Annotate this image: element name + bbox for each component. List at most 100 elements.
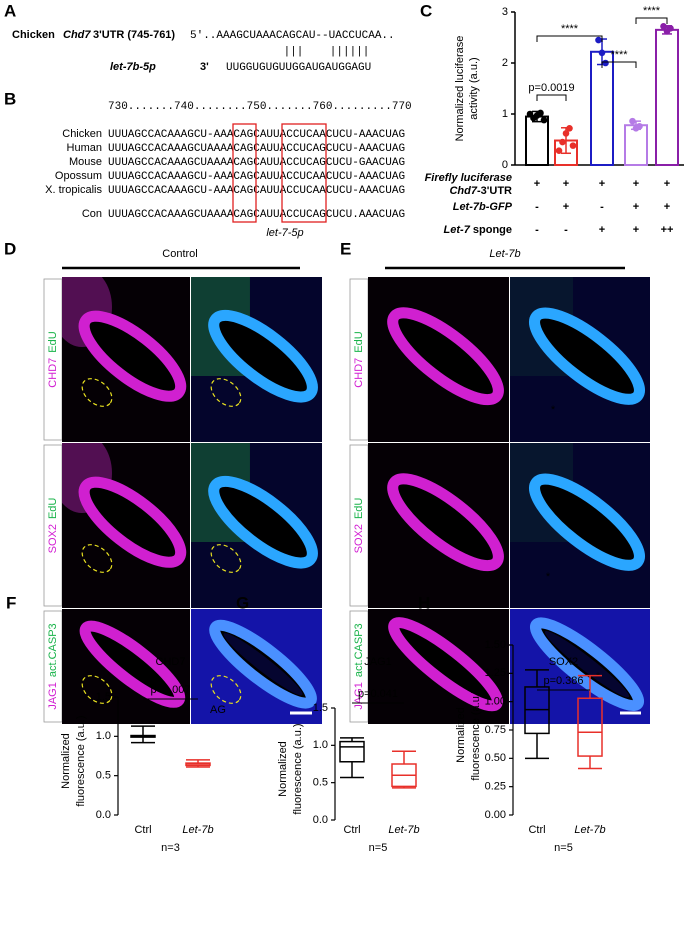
lumen — [544, 488, 630, 556]
p-value: p=0.041 — [358, 688, 398, 700]
marker-label: SOX2 — [47, 524, 59, 553]
data-point — [569, 142, 577, 149]
box — [577, 697, 603, 757]
condition-mark: - — [564, 224, 568, 236]
micrograph — [368, 277, 509, 442]
micrograph — [191, 609, 322, 724]
significance-label: **** — [561, 23, 579, 35]
lumen — [402, 488, 489, 557]
stain-label: EdU — [47, 498, 59, 519]
y-tick-label: 1.0 — [96, 730, 111, 742]
x-tick-label: Ctrl — [343, 824, 360, 836]
utr-sequence: 5'..AAAGCUAAACAGCAU--UACCUCAA.. — [190, 30, 395, 42]
y-axis-label: Normalized — [277, 741, 289, 797]
bar — [525, 115, 549, 167]
condition-label-part: -3'UTR — [477, 185, 512, 197]
mirna-end: 3' — [200, 61, 209, 73]
stain-label: EdU — [353, 331, 365, 352]
ag-outline — [81, 675, 113, 704]
condition-mark: + — [664, 178, 670, 190]
data-point — [629, 117, 636, 125]
stain-label: EdU — [47, 331, 59, 352]
panel-letter: C — [420, 1, 432, 20]
data-point — [562, 130, 570, 137]
row-label: CHD7 EdU — [47, 331, 59, 387]
condition-mark: + — [563, 201, 569, 213]
micrograph — [510, 443, 650, 608]
site-box — [232, 123, 257, 223]
condition-label: Firefly luciferase — [425, 172, 512, 184]
bar — [590, 50, 614, 166]
condition-mark: ++ — [661, 224, 674, 236]
x-tick-label: Let-7b — [574, 824, 605, 836]
chart-title: CHD7 — [156, 656, 186, 668]
condition-label-part: Chd7 — [449, 185, 477, 197]
condition-mark: + — [599, 224, 605, 236]
micrograph — [62, 443, 190, 608]
stain-label: act.CASP3 — [47, 623, 59, 677]
significance-bracket — [601, 61, 637, 68]
significance-bracket — [536, 35, 603, 42]
condition-label: Let-7 sponge — [444, 224, 512, 236]
pairing: ||| |||||| — [284, 46, 370, 58]
condition-label: Chd7-3'UTR — [449, 185, 512, 197]
significance-label: **** — [643, 5, 661, 17]
y-tick-label: 1.5 — [313, 702, 328, 714]
sample-size: n=5 — [554, 842, 573, 854]
gene: Chd7 — [63, 29, 91, 41]
condition-mark: - — [535, 224, 539, 236]
ag-outline — [81, 378, 113, 407]
lumen — [223, 324, 303, 388]
condition-label: Let-7b-GFP — [453, 201, 513, 213]
marker-label: CHD7 — [353, 358, 365, 388]
data-point — [559, 138, 566, 146]
y-tick-label: 0.5 — [96, 770, 111, 782]
sample-size: n=3 — [161, 842, 180, 854]
species: Chicken — [12, 29, 55, 41]
y-axis-label: fluorescence (a.u.) — [470, 689, 482, 780]
mirna-name: let-7b-5p — [110, 61, 156, 73]
row-label: JAG1 act.CASP3 — [47, 623, 59, 709]
significance-bracket — [635, 17, 668, 24]
y-tick-label: 0.50 — [485, 752, 506, 764]
significance-bracket — [536, 94, 567, 101]
micrograph — [191, 277, 322, 442]
panel-letter: A — [4, 1, 16, 20]
y-tick-label: 1 — [502, 108, 508, 120]
y-tick-label: 0.25 — [485, 781, 506, 793]
x-tick-label: Ctrl — [528, 824, 545, 836]
stain-label: act.CASP3 — [353, 623, 365, 677]
row-label: SOX2 EdU — [47, 498, 59, 554]
lumen — [223, 490, 303, 554]
bar — [655, 28, 679, 166]
ag-outline — [210, 544, 242, 573]
y-tick-label: 0.0 — [96, 809, 111, 821]
micrograph — [62, 277, 190, 442]
row-label: SOX2 EdU — [353, 498, 365, 554]
y-tick-label: 2 — [502, 57, 508, 69]
species-label: Mouse — [69, 156, 102, 168]
x-tick-label: Let-7b — [182, 824, 213, 836]
row-label: CHD7 EdU — [353, 331, 365, 387]
data-point — [537, 109, 544, 117]
condition-mark: + — [633, 201, 639, 213]
sample-size: n=5 — [369, 842, 388, 854]
ag-outline — [210, 675, 242, 704]
y-tick-label: 0.00 — [485, 809, 506, 821]
marker-label: SOX2 — [353, 524, 365, 553]
panel-letter: F — [6, 593, 16, 612]
lumen — [93, 325, 172, 388]
data-point — [667, 25, 674, 32]
condition-label-part: Firefly luciferase — [425, 172, 512, 184]
data-point — [636, 122, 643, 130]
y-tick-label: 1.25 — [485, 667, 506, 679]
lumen — [402, 322, 489, 391]
micrograph — [191, 443, 322, 608]
condition-mark: - — [535, 201, 539, 213]
panel-title: Let-7b — [489, 248, 520, 260]
significance-label: p=0.0019 — [528, 82, 574, 94]
ag-outline — [81, 544, 113, 573]
x-tick-label: Ctrl — [134, 824, 151, 836]
